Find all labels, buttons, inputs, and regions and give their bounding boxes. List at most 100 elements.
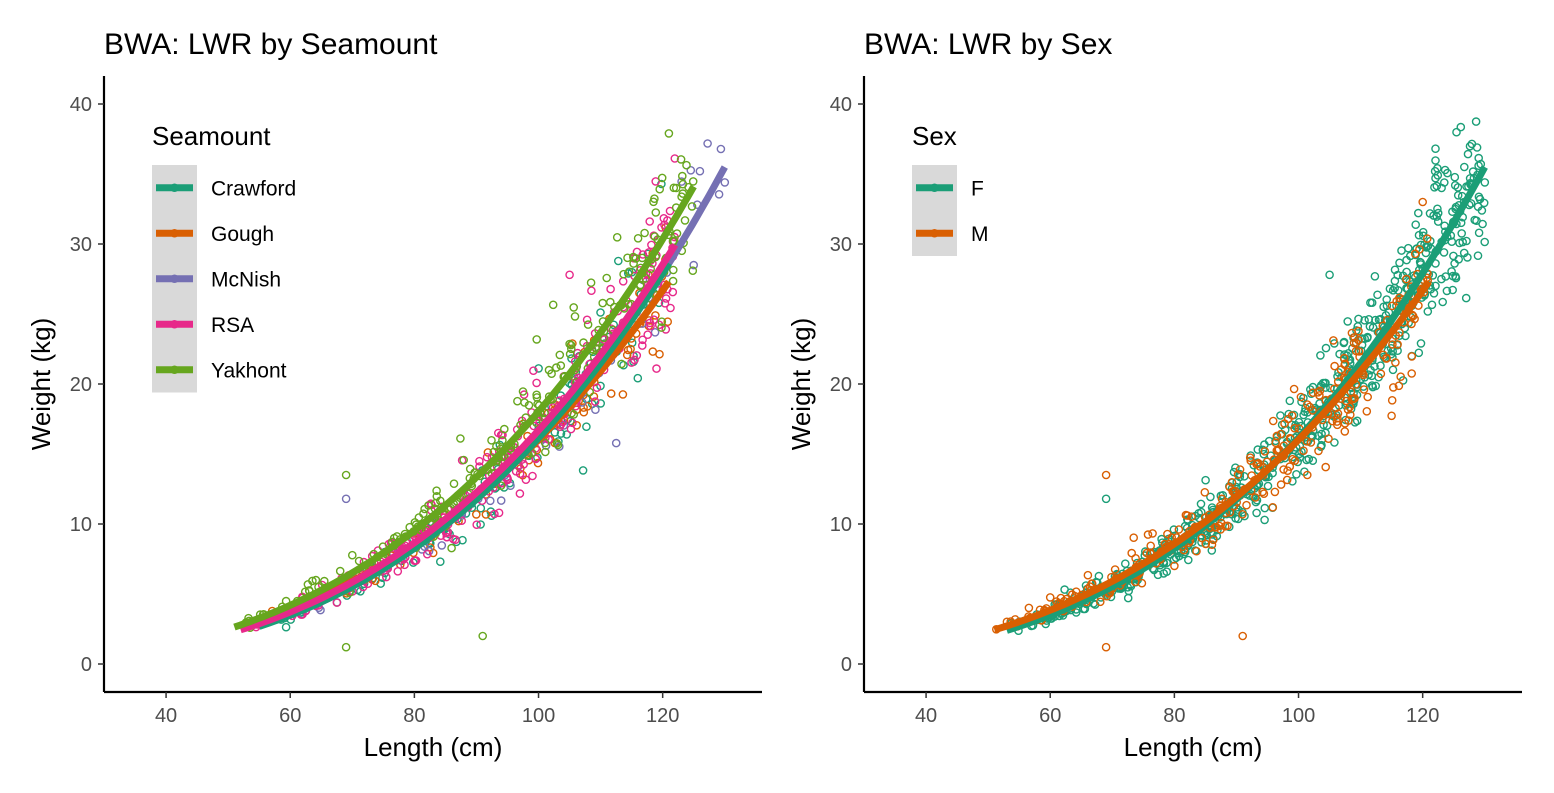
data-point — [485, 496, 495, 506]
data-point — [1045, 593, 1055, 602]
legend-key-background — [912, 165, 957, 256]
data-point — [633, 373, 643, 383]
data-point — [1332, 417, 1342, 426]
data-point — [1367, 298, 1377, 308]
data-point — [414, 513, 424, 522]
data-point — [1079, 604, 1088, 614]
data-point — [591, 405, 600, 415]
legend-point-swatch — [170, 183, 179, 193]
data-point — [1184, 555, 1193, 565]
data-point — [1310, 403, 1320, 413]
data-point — [1263, 481, 1273, 491]
legend-label: M — [971, 223, 989, 246]
data-points — [992, 117, 1490, 652]
data-point — [1192, 546, 1201, 556]
data-point — [1290, 423, 1299, 433]
data-point — [1402, 274, 1411, 284]
data-point — [637, 253, 647, 263]
data-point — [1283, 466, 1292, 476]
data-point — [381, 572, 391, 582]
data-point-notable — [565, 270, 574, 280]
x-tick-label: 40 — [915, 705, 937, 727]
data-point — [638, 341, 647, 350]
legend-label: Crawford — [211, 177, 296, 200]
data-point — [1330, 438, 1339, 447]
data-point — [606, 284, 615, 294]
data-point — [481, 510, 491, 519]
data-point — [1473, 251, 1483, 260]
legend-point-swatch — [170, 319, 179, 329]
data-point — [447, 543, 456, 553]
y-tick-label: 20 — [830, 374, 852, 396]
data-point — [456, 434, 465, 443]
data-point — [435, 557, 445, 567]
data-point — [1364, 314, 1374, 324]
data-point — [1251, 497, 1261, 507]
data-point — [569, 303, 579, 312]
data-point — [579, 338, 588, 347]
fit-lines — [993, 165, 1488, 634]
data-point — [1231, 463, 1240, 473]
data-point — [1416, 339, 1426, 348]
data-point — [650, 327, 660, 337]
data-point — [1276, 411, 1285, 420]
data-point — [651, 208, 661, 217]
data-point — [1129, 533, 1138, 543]
data-point — [661, 294, 671, 303]
data-point — [1371, 381, 1380, 391]
legend-point-swatch — [170, 274, 179, 284]
x-tick-label: 100 — [522, 705, 555, 727]
data-point — [1345, 402, 1355, 412]
data-point — [1376, 369, 1386, 379]
data-point — [1360, 315, 1369, 325]
data-point — [1340, 418, 1350, 428]
data-point — [565, 349, 575, 359]
data-point — [669, 265, 678, 275]
data-point — [1228, 486, 1237, 496]
data-point — [1478, 219, 1487, 229]
data-point — [703, 139, 712, 148]
data-point — [1196, 499, 1206, 509]
x-tick-label: 60 — [279, 705, 301, 727]
data-point — [1148, 529, 1157, 538]
data-point — [1340, 427, 1350, 436]
data-point — [1330, 361, 1339, 371]
data-point — [645, 217, 655, 226]
data-point — [448, 534, 458, 544]
data-point — [1388, 340, 1397, 349]
data-point — [1362, 406, 1372, 416]
data-point — [1308, 388, 1318, 398]
data-point — [1306, 438, 1316, 447]
data-point — [1183, 511, 1192, 520]
data-point — [1477, 206, 1487, 215]
data-point — [1440, 178, 1449, 187]
x-tick-label: 80 — [1163, 705, 1185, 727]
data-point — [1083, 570, 1093, 580]
data-point — [1433, 217, 1443, 226]
data-point — [1450, 259, 1459, 268]
legend-title: Seamount — [152, 121, 271, 151]
data-point — [1235, 465, 1245, 474]
data-point — [1465, 174, 1475, 183]
data-point — [1448, 285, 1457, 295]
data-point — [688, 177, 698, 186]
data-point — [1274, 445, 1284, 454]
fit-line-crawford — [258, 261, 672, 630]
data-point — [1259, 489, 1269, 499]
data-point — [1238, 509, 1247, 519]
data-point-notable — [1101, 470, 1111, 480]
data-point — [411, 556, 421, 565]
data-point — [541, 447, 550, 457]
data-point — [1209, 535, 1218, 545]
data-point — [582, 315, 592, 325]
data-point — [1457, 229, 1466, 238]
data-point — [540, 438, 550, 448]
data-point — [714, 189, 724, 199]
data-point — [1352, 416, 1362, 426]
y-axis-title: Weight (kg) — [26, 318, 56, 450]
data-point-notable — [341, 642, 351, 652]
data-point — [1437, 274, 1446, 284]
data-point — [689, 260, 699, 270]
legend-label: RSA — [211, 314, 254, 337]
data-point — [570, 312, 580, 321]
